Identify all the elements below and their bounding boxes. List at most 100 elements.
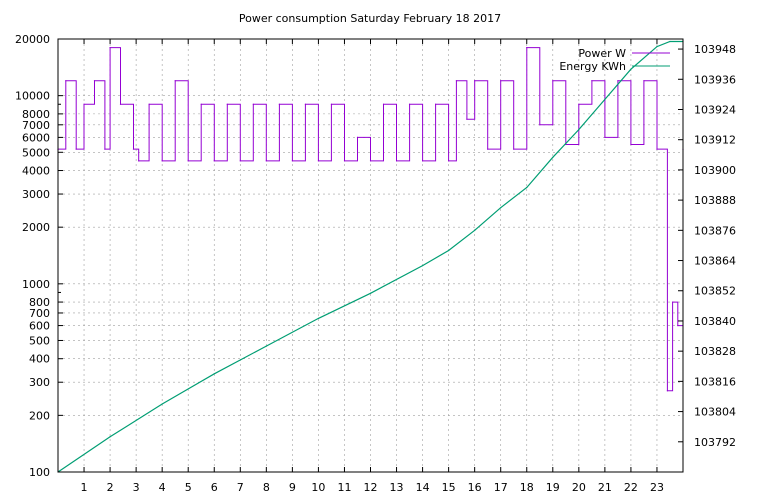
energy-point	[526, 186, 528, 189]
x-tick-label: 16	[468, 481, 482, 494]
y2-tick-label: 103852	[694, 285, 736, 298]
power-point	[138, 160, 140, 162]
power-point	[500, 80, 502, 82]
energy-point	[500, 207, 502, 209]
power-point	[213, 160, 215, 162]
x-tick-label: 17	[494, 481, 508, 494]
power-point	[109, 47, 111, 49]
power-point	[666, 390, 668, 392]
y-tick-label: 100	[29, 466, 50, 479]
power-point	[104, 148, 106, 150]
y2-tick-label: 103876	[694, 224, 736, 237]
x-tick-label: 20	[572, 481, 586, 494]
power-point	[630, 143, 632, 146]
power-point	[671, 301, 674, 303]
x-tick-label: 23	[650, 481, 664, 494]
power-point	[200, 103, 202, 105]
energy-point	[421, 264, 424, 267]
power-point	[421, 160, 424, 162]
y-tick-label: 2000	[22, 221, 50, 234]
power-point	[382, 103, 385, 105]
power-point	[148, 103, 150, 105]
axes: 1 2 3 4 5 6 7 8 9 10 11 12 13 14 15 16 17 18 19 20 21 22 23100…	[15, 33, 736, 494]
x-tick-label: 2	[107, 481, 114, 494]
energy-point	[630, 68, 632, 70]
power-point	[513, 148, 515, 150]
legend-label-power: Power W	[578, 47, 626, 60]
power-point	[317, 160, 320, 162]
y-tick-label: 3000	[22, 188, 50, 201]
power-point	[265, 160, 267, 162]
x-tick-label: 19	[546, 481, 560, 494]
power-point	[161, 160, 163, 162]
x-tick-label: 13	[390, 481, 404, 494]
power-point	[591, 80, 593, 82]
energy-point	[161, 403, 163, 405]
energy-point	[448, 249, 450, 252]
power-point	[448, 160, 450, 162]
power-point	[656, 148, 658, 150]
power-point	[526, 47, 528, 49]
power-point	[187, 160, 189, 162]
power-point	[278, 103, 280, 105]
power-point	[93, 80, 96, 82]
power-point	[239, 160, 241, 162]
power-point	[474, 80, 476, 82]
energy-point	[578, 129, 580, 131]
power-point	[226, 103, 228, 105]
y-tick-label: 8000	[22, 108, 50, 121]
y-tick-label: 600	[29, 320, 50, 333]
x-tick-label: 8	[263, 481, 270, 494]
y2-tick-label: 103804	[694, 406, 736, 419]
power-point	[291, 160, 293, 162]
x-tick-label: 22	[624, 481, 638, 494]
y2-tick-label: 103948	[694, 43, 736, 56]
power-point	[578, 103, 580, 105]
energy-point	[265, 345, 267, 347]
y2-tick-label: 103936	[694, 73, 736, 86]
power-point	[395, 160, 398, 162]
y-tick-label: 200	[29, 409, 50, 422]
y-tick-label: 500	[29, 334, 50, 347]
power-point	[617, 80, 619, 82]
x-tick-label: 3	[133, 481, 140, 494]
energy-point	[669, 40, 671, 43]
x-tick-label: 18	[520, 481, 534, 494]
legend-label-energy: Energy KWh	[559, 60, 626, 73]
power-point	[65, 80, 67, 82]
energy-point	[109, 436, 111, 438]
power-point	[174, 80, 176, 82]
power-point	[83, 103, 85, 105]
power-point	[643, 80, 645, 82]
power-point	[343, 160, 346, 162]
power-point	[356, 136, 359, 138]
x-tick-label: 14	[416, 481, 430, 494]
y-tick-label: 7000	[22, 119, 50, 132]
grid	[58, 38, 683, 473]
y-tick-label: 20000	[15, 33, 50, 46]
y-tick-label: 300	[29, 376, 50, 389]
energy-point	[213, 373, 215, 375]
power-point	[466, 118, 468, 120]
y-tick-label: 700	[29, 307, 50, 320]
power-point	[369, 160, 372, 162]
energy-point	[369, 292, 372, 294]
energy-point	[656, 45, 658, 48]
power-point	[552, 80, 554, 82]
power-point	[408, 103, 411, 105]
energy-point	[604, 98, 606, 101]
x-tick-label: 4	[159, 481, 166, 494]
power-point	[252, 103, 254, 105]
x-tick-label: 6	[211, 481, 218, 494]
x-tick-label: 12	[364, 481, 378, 494]
power-point	[539, 124, 541, 126]
energy-point	[552, 156, 554, 158]
power-point	[119, 103, 122, 105]
power-point	[132, 148, 135, 150]
energy-point	[317, 317, 320, 320]
y2-tick-label: 103816	[694, 375, 736, 388]
y-tick-label: 6000	[22, 131, 50, 144]
y2-tick-label: 103924	[694, 103, 736, 116]
